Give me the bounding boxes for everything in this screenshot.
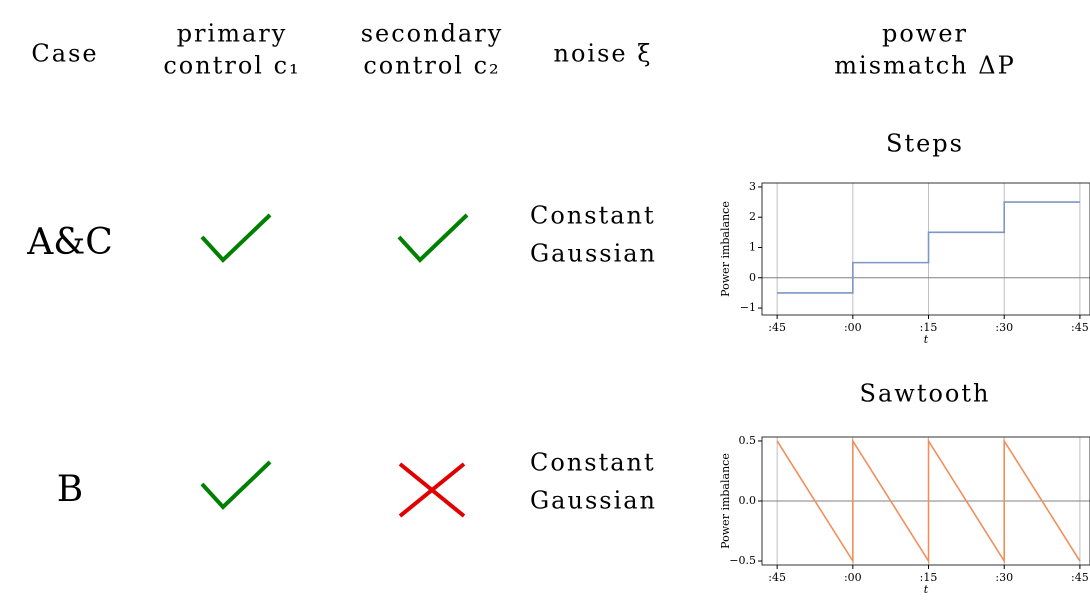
x-tick-label: :15: [920, 571, 938, 584]
header-text: Case: [31, 40, 98, 68]
plot-frame: [761, 182, 1090, 316]
noise-text: Gaussian: [530, 487, 657, 515]
noise-text: Constant: [530, 449, 656, 477]
header-text: secondary: [361, 20, 504, 48]
x-tick-label: :45: [768, 321, 786, 334]
header-text: primary: [177, 20, 288, 48]
x-tick-label: :30: [995, 321, 1013, 334]
header-text: noise ξ: [554, 40, 653, 68]
case-label: A&C: [26, 222, 113, 263]
noise-text: Gaussian: [530, 240, 657, 268]
x-tick-label: :45: [1071, 571, 1089, 584]
chart-title: Steps: [886, 130, 964, 158]
x-tick-label: :00: [844, 321, 862, 334]
chart-title: Sawtooth: [860, 380, 991, 408]
x-tick-label: :45: [768, 571, 786, 584]
header-text: mismatch ΔP: [834, 52, 1015, 80]
check-mark: [200, 460, 272, 510]
header-text: power: [882, 20, 968, 48]
header-text: control c₂: [363, 52, 500, 80]
y-tick-label: −1: [740, 301, 756, 314]
x-tick-label: :00: [844, 571, 862, 584]
data-line: [777, 201, 1080, 294]
x-tick-label: :15: [920, 321, 938, 334]
y-tick-label: 0.5: [739, 434, 757, 447]
x-axis-label: t: [924, 583, 929, 596]
y-tick-label: 0: [749, 271, 756, 284]
y-tick-label: 0.0: [739, 494, 757, 507]
x-axis-label: t: [924, 333, 929, 346]
y-axis-label: Power imbalance: [719, 453, 732, 549]
plot-frame: [761, 436, 1090, 566]
data-line: [776, 438, 1081, 564]
check-mark: [397, 213, 469, 263]
case-label: B: [57, 469, 83, 510]
y-axis-label: Power imbalance: [719, 201, 732, 297]
header-text: control c₁: [163, 52, 300, 80]
y-tick-label: 1: [749, 240, 756, 253]
y-tick-label: −0.5: [729, 554, 756, 567]
cross-mark: [398, 462, 466, 518]
x-tick-label: :45: [1071, 321, 1089, 334]
y-tick-label: 3: [749, 180, 756, 193]
noise-text: Constant: [530, 202, 656, 230]
x-tick-label: :30: [995, 571, 1013, 584]
y-tick-label: 2: [749, 210, 756, 223]
check-mark: [200, 213, 272, 263]
